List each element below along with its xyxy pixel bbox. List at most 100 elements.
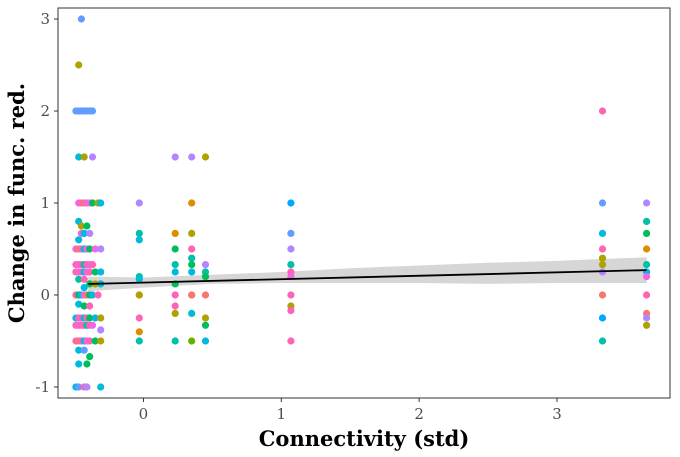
data-point [188, 199, 196, 207]
data-point [287, 229, 295, 237]
data-point [86, 229, 94, 237]
data-point [88, 199, 97, 207]
data-point [598, 314, 607, 322]
data-point [97, 199, 105, 207]
data-point [75, 275, 83, 283]
x-axis-title: Connectivity (std) [259, 426, 470, 451]
data-point [75, 383, 83, 391]
data-point [75, 61, 83, 69]
data-point [135, 337, 143, 345]
data-point [75, 153, 83, 161]
data-point [287, 291, 295, 299]
data-point [88, 153, 97, 161]
data-point [86, 337, 94, 345]
data-point [91, 268, 99, 276]
data-point [97, 245, 105, 253]
x-tick-label: 2 [414, 405, 424, 423]
data-point [135, 236, 143, 244]
data-point [188, 309, 196, 317]
data-point [80, 346, 88, 354]
data-point [77, 222, 85, 230]
data-point [598, 245, 607, 253]
data-point [188, 291, 196, 299]
data-point [80, 275, 88, 283]
confidence-band-layer [88, 257, 647, 292]
data-point [188, 229, 196, 237]
data-point [171, 309, 179, 317]
y-tick-label: 3 [40, 10, 50, 28]
data-point [171, 291, 179, 299]
data-point [135, 291, 143, 299]
data-point [188, 261, 196, 269]
data-point [75, 346, 83, 354]
data-point [643, 261, 651, 269]
data-point [86, 314, 94, 322]
data-point [135, 199, 143, 207]
data-point [201, 337, 210, 345]
data-point [598, 254, 607, 262]
data-point [97, 383, 105, 391]
y-tick-label: -1 [35, 378, 50, 396]
data-point [75, 236, 83, 244]
data-point [135, 229, 143, 237]
data-point [643, 291, 651, 299]
y-axis-title: Change in func. red. [4, 83, 29, 323]
x-tick-label: 0 [139, 405, 149, 423]
data-point [598, 107, 607, 115]
data-point [83, 222, 91, 230]
data-point [201, 314, 210, 322]
data-point [97, 337, 105, 345]
data-point [287, 261, 295, 269]
data-point [643, 273, 651, 281]
data-point [188, 153, 196, 161]
data-point [135, 275, 143, 283]
x-tick-label: 1 [277, 405, 287, 423]
data-point [598, 337, 607, 345]
panel-border [57, 7, 671, 399]
data-point [643, 245, 651, 253]
data-point [171, 261, 179, 269]
data-point [80, 229, 88, 237]
data-point [201, 321, 210, 329]
confidence-band [88, 257, 647, 292]
data-point [598, 199, 607, 207]
y-axis: -1 0 1 2 3 [35, 10, 58, 396]
data-point [598, 261, 607, 269]
data-point [643, 217, 651, 225]
data-point [80, 284, 88, 292]
data-point [88, 321, 97, 329]
x-tick-label: 3 [552, 405, 562, 423]
data-point [171, 229, 179, 237]
data-point [80, 153, 88, 161]
data-point [88, 107, 97, 115]
x-axis: 0 1 2 3 [139, 398, 562, 423]
data-point [287, 199, 295, 207]
y-tick-label: 2 [40, 102, 50, 120]
data-point [86, 353, 94, 361]
data-point [201, 153, 210, 161]
data-point [86, 268, 94, 276]
data-point [75, 360, 83, 368]
data-point [83, 383, 91, 391]
data-point [171, 245, 179, 253]
data-point [97, 326, 105, 334]
data-point [188, 337, 196, 345]
data-point [91, 314, 99, 322]
trend-layer [88, 269, 647, 285]
data-point [643, 199, 651, 207]
data-point [97, 314, 105, 322]
data-point [91, 245, 99, 253]
data-point [83, 360, 91, 368]
data-point [643, 321, 651, 329]
data-point [135, 328, 143, 336]
data-point [171, 337, 179, 345]
data-point [188, 268, 196, 276]
y-tick-label: 0 [40, 286, 50, 304]
data-point [91, 337, 99, 345]
data-point [201, 291, 210, 299]
data-point [201, 261, 210, 269]
points-layer [72, 15, 651, 391]
data-point [188, 245, 196, 253]
data-point [171, 268, 179, 276]
